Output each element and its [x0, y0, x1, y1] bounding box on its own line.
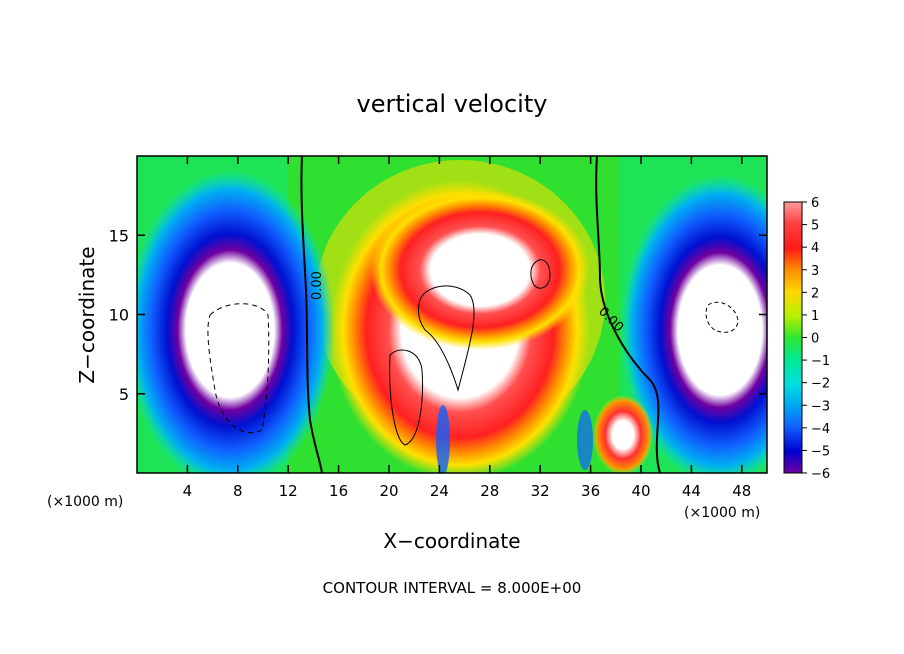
x-tick-label: 12 [279, 482, 298, 500]
updraft-cell-small [593, 395, 653, 473]
colorbar-tick-label: −4 [811, 422, 830, 437]
downdraft-left [137, 170, 335, 473]
colorbar-tick-label: 1 [811, 309, 819, 324]
contour-zero-left [300, 156, 323, 473]
colorbar-tick-label: 2 [811, 286, 819, 301]
contour-dashed [705, 301, 739, 333]
x-axis-title: X−coordinate [383, 529, 520, 553]
x-unit-right: (×1000 m) [684, 505, 760, 521]
plot-area [137, 156, 767, 473]
x-tick-label: 8 [233, 482, 243, 500]
x-unit-left: (×1000 m) [47, 494, 123, 510]
downdraft-column [436, 405, 450, 473]
colorbar-tick-label: 5 [811, 219, 819, 234]
contour-inner [530, 259, 551, 289]
colorbar: 6 5 4 3 2 1 0 −1 −2 −3 −4 −5 −6 [783, 196, 830, 482]
colorbar-tick-label: 3 [811, 264, 819, 279]
colorbar-tick-label: −1 [811, 354, 830, 369]
colorbar-gradient [783, 201, 803, 474]
colorbar-tick-label: −5 [811, 444, 830, 459]
y-axis: 5 10 15 [109, 226, 767, 404]
x-tick-label: 28 [480, 482, 499, 500]
x-tick-label: 4 [183, 482, 193, 500]
x-tick-label: 16 [329, 482, 348, 500]
y-axis-title: Z−coordinate [75, 246, 99, 383]
contour-inner [417, 285, 475, 392]
y-tick-label: 15 [109, 226, 129, 245]
x-tick-label: 36 [581, 482, 600, 500]
colorbar-tick-label: −2 [811, 377, 830, 392]
colorbar-tick-label: 6 [811, 196, 819, 211]
colorbar-ticks: 6 5 4 3 2 1 0 −1 −2 −3 −4 −5 −6 [802, 196, 830, 482]
x-tick-label: 20 [379, 482, 398, 500]
colorbar-tick-label: 0 [811, 332, 819, 347]
contour-dashed [207, 303, 270, 434]
colorbar-tick-label: −6 [811, 467, 830, 482]
contour-zero-right [595, 156, 661, 473]
colorbar-tick-label: 4 [811, 241, 819, 256]
x-tick-label: 48 [732, 482, 751, 500]
contour-inner [389, 349, 423, 446]
chart-title: vertical velocity [357, 90, 548, 118]
x-tick-label: 40 [631, 482, 650, 500]
contour-label: 0.00 [310, 271, 325, 300]
downdraft-column [577, 410, 593, 470]
colorbar-tick-label: −3 [811, 399, 830, 414]
x-tick-label: 24 [430, 482, 449, 500]
updraft-top [370, 190, 590, 350]
y-tick-label: 10 [109, 306, 129, 325]
x-tick-label: 32 [531, 482, 550, 500]
x-axis: 4 8 12 16 20 24 28 32 36 40 44 48 [183, 156, 751, 500]
y-tick-label: 5 [119, 385, 129, 404]
contour-interval-note: CONTOUR INTERVAL = 8.000E+00 [323, 579, 582, 597]
x-tick-label: 44 [682, 482, 701, 500]
